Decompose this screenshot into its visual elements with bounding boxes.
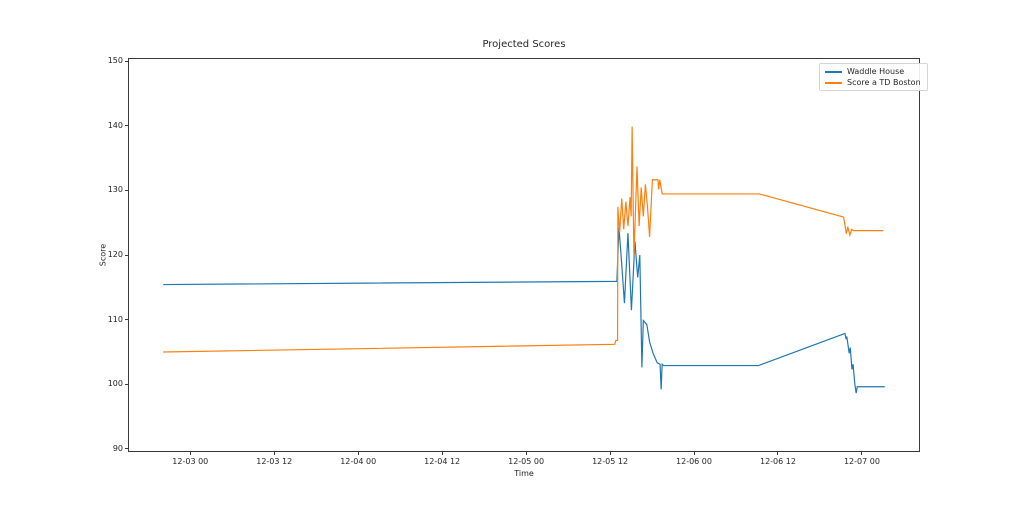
x-tick-label: 12-05 00: [508, 457, 545, 466]
y-tick-mark: [125, 60, 128, 62]
legend-entry: Score a TD Boston: [825, 78, 921, 87]
series-line-1: [163, 126, 884, 353]
y-tick-mark: [125, 448, 128, 450]
x-tick-label: 12-06 00: [676, 457, 712, 466]
legend: Waddle House Score a TD Boston: [819, 63, 928, 91]
x-tick-label: 12-04 00: [340, 457, 377, 466]
x-tick-mark: [777, 452, 779, 455]
y-tick-label: 150: [107, 56, 123, 66]
y-tick-label: 140: [107, 120, 123, 130]
x-tick-mark: [357, 452, 359, 455]
x-tick-mark: [693, 452, 695, 455]
y-tick-label: 90: [112, 443, 123, 453]
y-tick-mark: [125, 383, 128, 385]
x-tick-label: 12-03 00: [172, 457, 209, 466]
y-tick-label: 130: [107, 185, 123, 195]
x-tick-mark: [609, 452, 611, 455]
x-tick-mark: [861, 452, 863, 455]
x-tick-mark: [525, 452, 527, 455]
y-tick-mark: [125, 189, 128, 191]
y-tick-mark: [125, 254, 128, 256]
x-tick-mark: [441, 452, 443, 455]
x-tick-label: 12-06 12: [759, 457, 796, 466]
legend-line-swatch: [825, 81, 842, 84]
line-chart: [163, 126, 885, 394]
series-line-0: [163, 227, 885, 394]
x-axis-label: Time: [514, 469, 534, 478]
y-tick-label: 110: [107, 314, 123, 324]
x-tick-mark: [189, 452, 191, 455]
y-tick-mark: [125, 319, 128, 321]
x-tick-mark: [273, 452, 275, 455]
plot-area: Waddle House Score a TD Boston: [128, 58, 928, 452]
y-tick-mark: [125, 125, 128, 127]
x-tick-label: 12-05 12: [592, 457, 629, 466]
legend-line-swatch: [825, 70, 842, 73]
x-tick-label: 12-03 12: [256, 457, 293, 466]
legend-label: Waddle House: [847, 67, 905, 76]
y-tick-label: 120: [107, 250, 123, 259]
legend-entry: Waddle House: [825, 67, 921, 76]
x-tick-label: 12-04 12: [424, 457, 461, 466]
y-tick-label: 100: [107, 379, 123, 389]
chart-title: Projected Scores: [482, 39, 566, 50]
x-tick-label: 12-07 00: [843, 457, 880, 466]
legend-label: Score a TD Boston: [847, 78, 921, 87]
